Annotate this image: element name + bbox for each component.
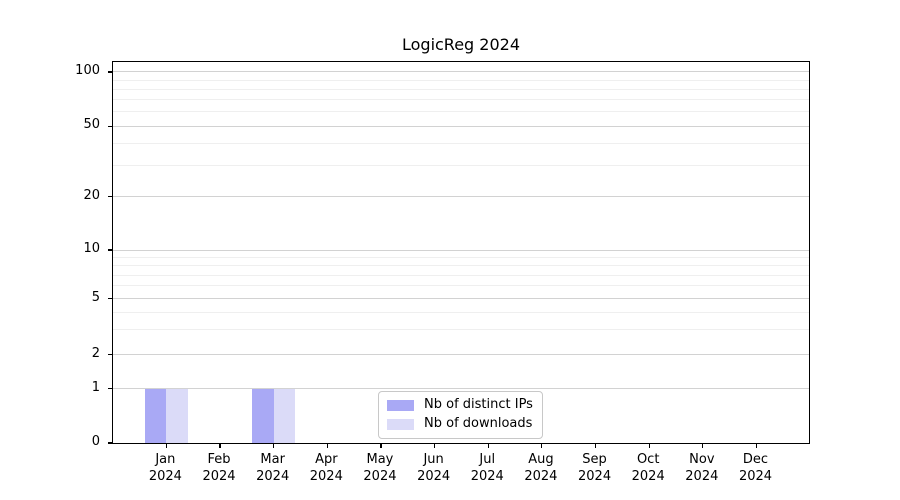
y-tick-label-50: 50 xyxy=(83,117,100,133)
x-tick-label-may-2024: May 2024 xyxy=(335,452,425,485)
x-tick-label-month: Aug xyxy=(528,452,554,467)
y-tick-mark-20 xyxy=(107,196,112,198)
x-tick-mark-aug-2024 xyxy=(541,444,543,449)
gridline-minor-80 xyxy=(113,88,809,90)
x-tick-mark-mar-2024 xyxy=(273,444,275,449)
x-tick-label-year: 2024 xyxy=(685,468,719,484)
x-tick-mark-oct-2024 xyxy=(648,444,650,449)
x-tick-mark-jan-2024 xyxy=(165,444,167,449)
x-tick-label-year: 2024 xyxy=(417,468,451,484)
bar-nb-of-downloads-jan-2024 xyxy=(166,388,188,443)
y-tick-mark-100 xyxy=(107,71,112,73)
gridline-minor-60 xyxy=(113,111,809,113)
y-tick-mark-1 xyxy=(107,387,112,390)
y-tick-label-100: 100 xyxy=(75,62,100,78)
x-tick-label-oct-2024: Oct 2024 xyxy=(603,452,693,485)
y-tick-label-5: 5 xyxy=(91,289,100,305)
x-tick-label-nov-2024: Nov 2024 xyxy=(657,452,747,485)
gridline-major-5 xyxy=(113,298,809,300)
x-tick-label-year: 2024 xyxy=(309,468,343,484)
x-tick-mark-dec-2024 xyxy=(755,444,758,449)
gridline-minor-4 xyxy=(113,311,809,313)
gridline-major-2 xyxy=(113,354,809,356)
x-tick-mark-feb-2024 xyxy=(219,444,221,449)
x-tick-label-month: Jul xyxy=(479,452,496,467)
y-tick-mark-10 xyxy=(107,249,112,251)
gridline-major-100 xyxy=(113,71,809,73)
x-tick-label-year: 2024 xyxy=(578,468,612,484)
x-tick-label-year: 2024 xyxy=(470,468,504,484)
gridline-minor-30 xyxy=(113,165,809,167)
x-tick-label-aug-2024: Aug 2024 xyxy=(496,452,586,485)
legend: Nb of distinct IPs Nb of downloads xyxy=(378,391,543,439)
x-tick-label-mar-2024: Mar 2024 xyxy=(228,452,318,485)
x-tick-label-feb-2024: Feb 2024 xyxy=(174,452,264,485)
bar-nb-of-downloads-mar-2024 xyxy=(273,388,296,443)
x-tick-label-year: 2024 xyxy=(631,468,665,484)
x-tick-label-month: Dec xyxy=(742,452,769,467)
x-tick-label-month: Apr xyxy=(315,452,338,467)
x-tick-label-year: 2024 xyxy=(148,468,182,484)
x-tick-label-month: Feb xyxy=(207,452,231,467)
gridline-minor-7 xyxy=(113,274,809,276)
x-tick-mark-nov-2024 xyxy=(702,444,704,449)
legend-swatch-downloads xyxy=(387,418,414,430)
legend-item-distinct-ips: Nb of distinct IPs xyxy=(387,397,533,413)
y-tick-mark-0 xyxy=(107,442,112,444)
y-tick-label-20: 20 xyxy=(83,187,100,203)
chart-title: LogicReg 2024 xyxy=(401,35,521,54)
gridline-minor-70 xyxy=(113,99,809,101)
x-tick-mark-sep-2024 xyxy=(594,444,597,449)
x-tick-label-month: Nov xyxy=(689,452,715,467)
x-tick-label-jul-2024: Jul 2024 xyxy=(442,452,532,485)
gridline-minor-9 xyxy=(113,256,809,258)
legend-item-downloads: Nb of downloads xyxy=(387,416,533,432)
x-tick-label-jan-2024: Jan 2024 xyxy=(120,452,210,485)
x-tick-label-month: Oct xyxy=(636,452,660,467)
legend-label-downloads: Nb of downloads xyxy=(424,416,533,431)
x-tick-mark-apr-2024 xyxy=(326,444,328,449)
y-tick-mark-5 xyxy=(107,298,112,300)
bar-nb-of-distinct-ips-mar-2024 xyxy=(252,388,274,443)
x-tick-label-month: Mar xyxy=(260,452,285,467)
gridline-minor-40 xyxy=(113,142,809,144)
x-tick-label-jun-2024: Jun 2024 xyxy=(389,452,479,485)
x-tick-label-apr-2024: Apr 2024 xyxy=(281,452,371,485)
gridline-major-50 xyxy=(113,125,809,127)
x-tick-mark-may-2024 xyxy=(380,444,382,449)
x-tick-label-year: 2024 xyxy=(738,468,773,484)
y-tick-mark-2 xyxy=(107,354,112,356)
y-tick-label-2: 2 xyxy=(91,345,100,361)
x-tick-label-year: 2024 xyxy=(363,468,397,484)
y-tick-label-1: 1 xyxy=(91,379,100,395)
gridline-major-1 xyxy=(113,388,809,390)
x-tick-mark-jun-2024 xyxy=(434,444,436,449)
legend-label-distinct-ips: Nb of distinct IPs xyxy=(424,397,533,412)
x-tick-label-sep-2024: Sep 2024 xyxy=(550,452,640,485)
plot-area: Nb of distinct IPs Nb of downloads xyxy=(107,61,810,449)
gridline-minor-90 xyxy=(113,79,809,81)
x-tick-label-dec-2024: Dec 2024 xyxy=(710,452,800,485)
x-tick-label-month: Jan xyxy=(155,452,176,467)
x-tick-mark-jul-2024 xyxy=(487,444,489,449)
bar-nb-of-distinct-ips-jan-2024 xyxy=(144,388,167,443)
y-tick-label-0: 0 xyxy=(91,434,100,449)
gridline-major-10 xyxy=(113,249,809,251)
x-tick-label-year: 2024 xyxy=(202,468,236,484)
y-tick-label-10: 10 xyxy=(83,241,100,257)
legend-swatch-distinct-ips xyxy=(387,399,414,411)
gridline-minor-6 xyxy=(113,285,809,287)
gridline-minor-8 xyxy=(113,265,809,267)
x-tick-label-year: 2024 xyxy=(524,468,558,484)
y-tick-mark-50 xyxy=(107,125,112,127)
gridline-minor-3 xyxy=(113,329,809,331)
gridline-major-20 xyxy=(113,196,809,198)
x-tick-label-month: Sep xyxy=(582,452,607,467)
x-tick-label-month: Jun xyxy=(423,452,444,467)
x-tick-label-month: May xyxy=(366,452,394,467)
x-tick-label-year: 2024 xyxy=(256,468,290,484)
